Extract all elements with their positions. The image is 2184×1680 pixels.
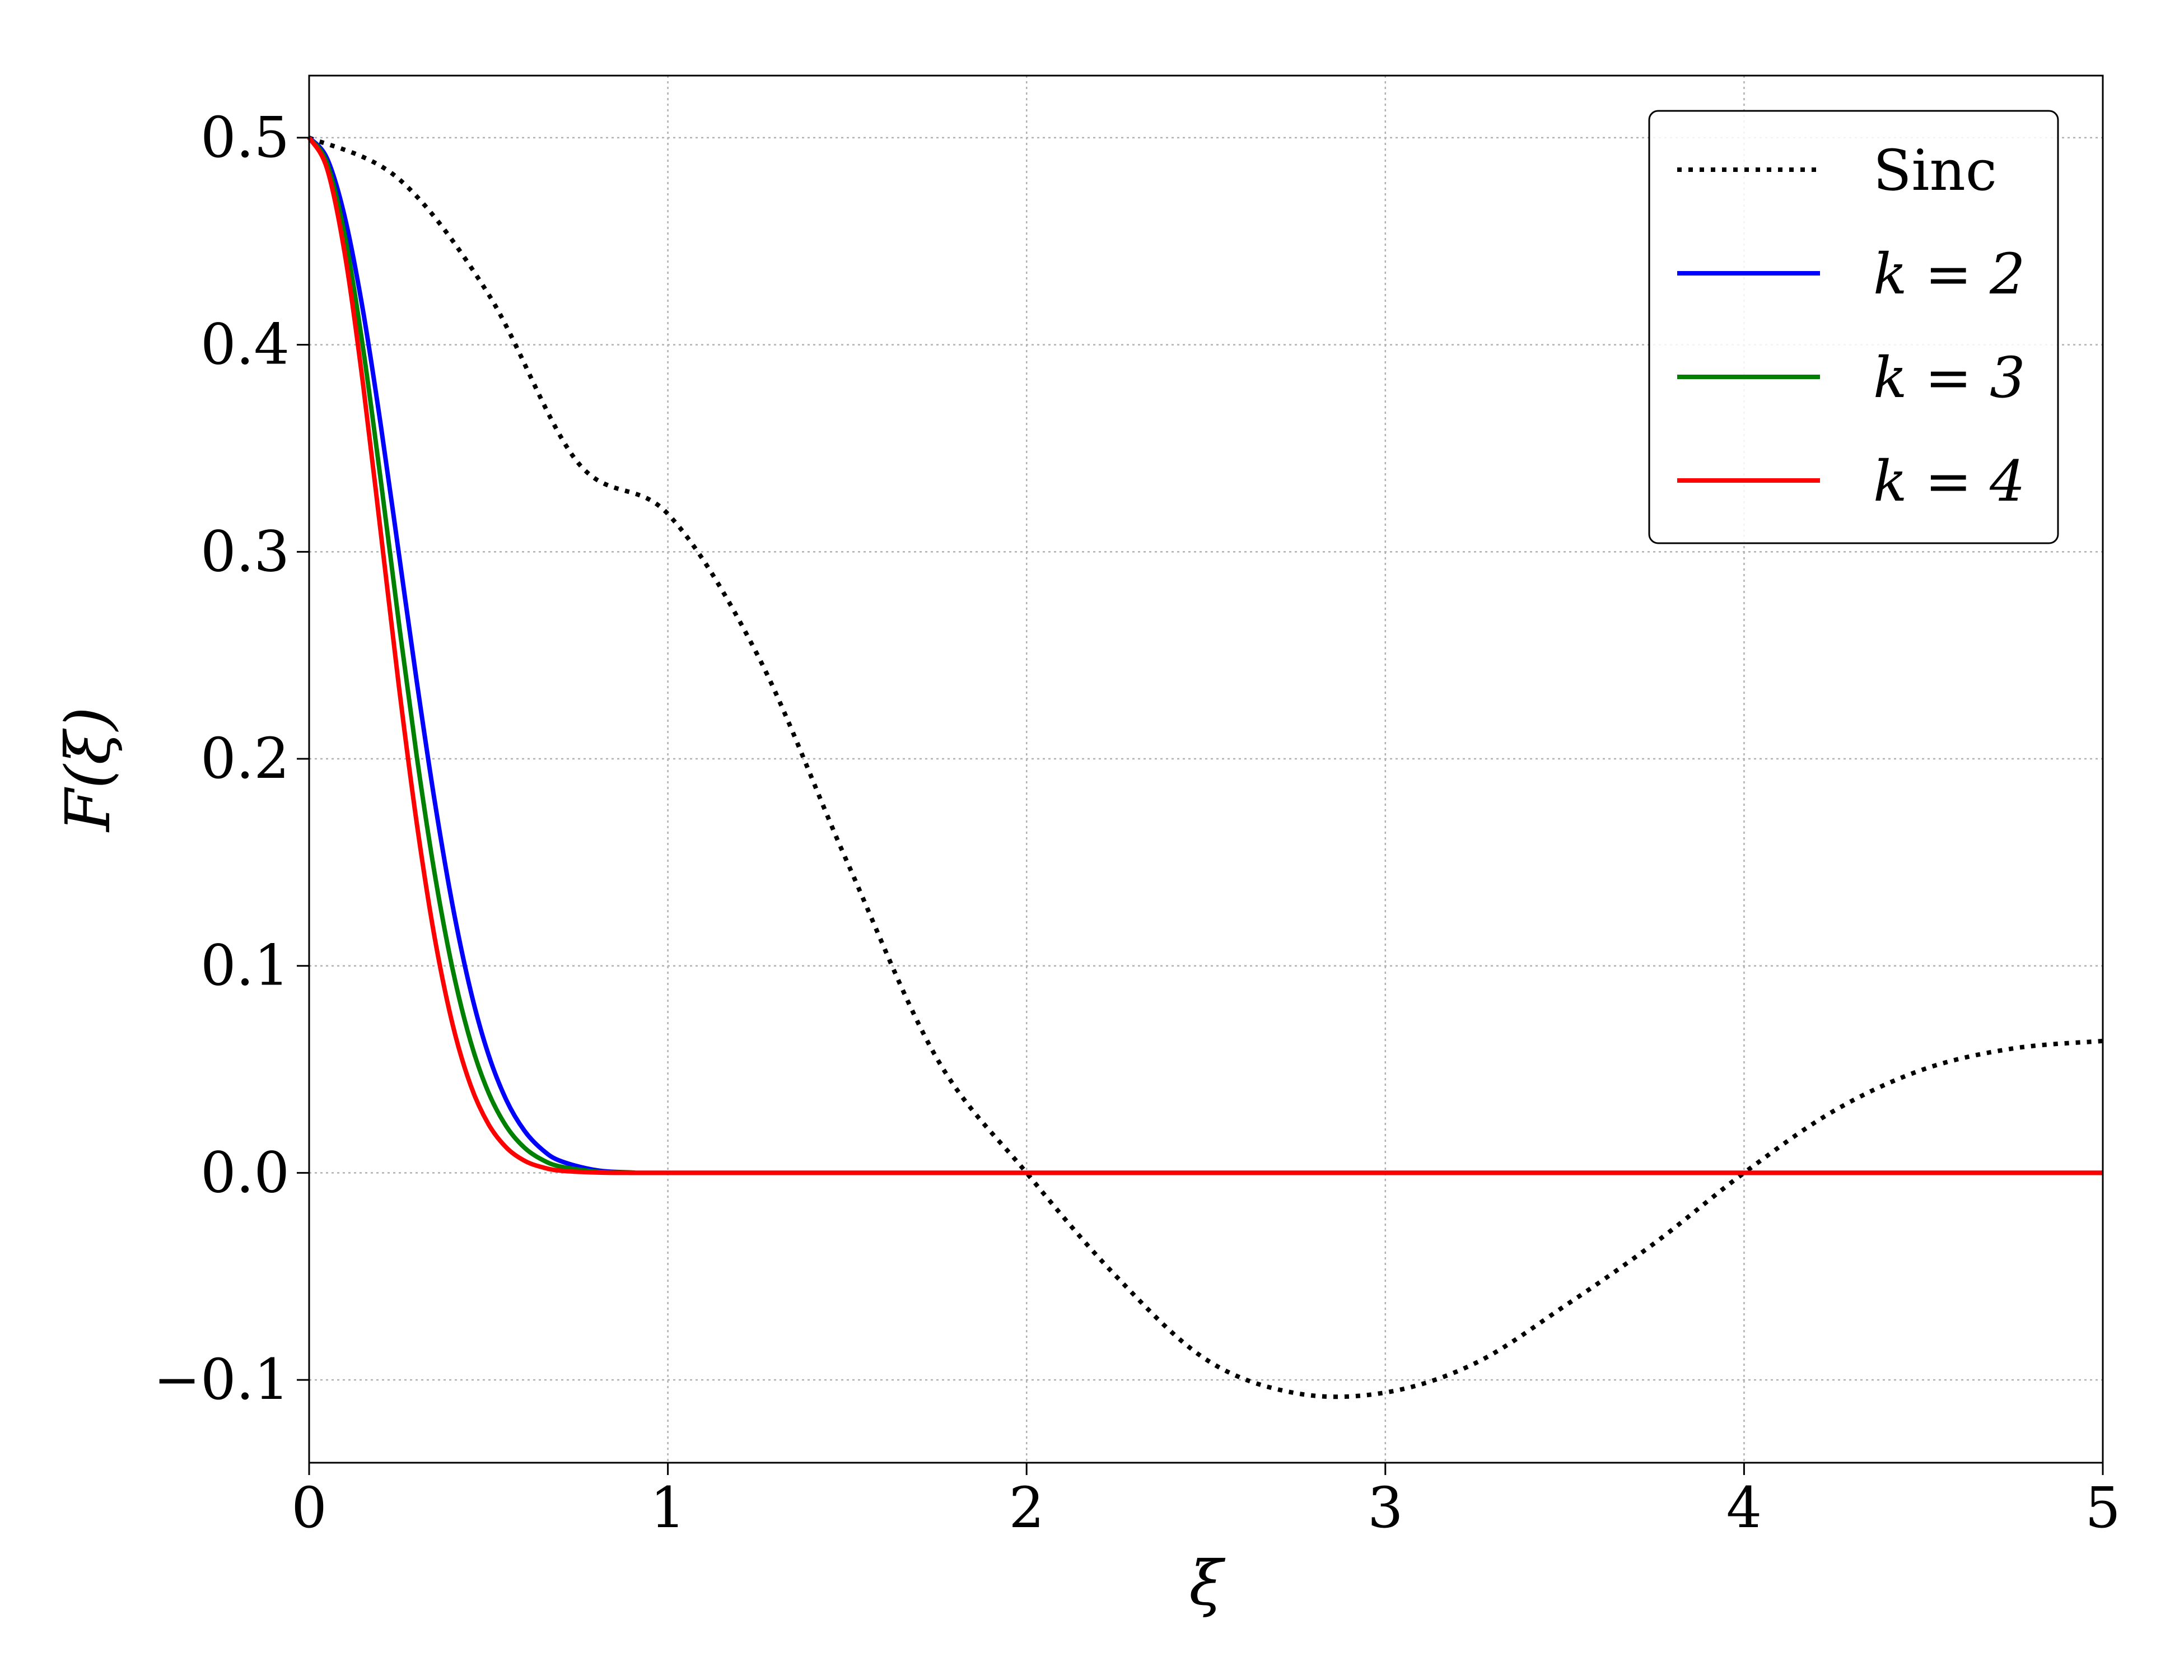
y-tick-label: 0.0 bbox=[200, 1140, 290, 1205]
legend: Sinc k = 2 k = 3 k = 4 bbox=[1648, 110, 2059, 544]
x-tick-label: 3 bbox=[1368, 1475, 1403, 1541]
y-tick-label: 0.3 bbox=[200, 519, 290, 584]
y-axis-label: F(ξ) bbox=[52, 707, 124, 833]
plot-frame bbox=[308, 74, 2104, 1464]
x-tick-label: 2 bbox=[1009, 1475, 1044, 1541]
legend-box bbox=[1648, 110, 2059, 544]
legend-label: k = 3 bbox=[1873, 345, 2026, 410]
y-tick-label: −0.1 bbox=[153, 1347, 290, 1412]
series-line-sinc bbox=[308, 136, 2103, 1399]
series-line-k-4 bbox=[307, 136, 2103, 1175]
plot-lines bbox=[307, 136, 2103, 1399]
y-tick-label: 0.2 bbox=[200, 726, 290, 791]
legend-label: Sinc bbox=[1873, 138, 1997, 203]
y-tick-label: 0.5 bbox=[200, 105, 290, 170]
x-tick-label: 1 bbox=[650, 1475, 686, 1541]
x-axis-label: ξ bbox=[1189, 1547, 1226, 1619]
legend-label: k = 4 bbox=[1873, 449, 2026, 514]
x-tick-label: 4 bbox=[1726, 1475, 1762, 1541]
y-tick-label: 0.4 bbox=[200, 312, 290, 377]
x-tick-label: 0 bbox=[291, 1475, 327, 1541]
x-tick-label: 5 bbox=[2085, 1475, 2121, 1541]
legend-label: k = 2 bbox=[1873, 241, 2026, 307]
axis-ticks: 0 1 2 3 4 5 −0.1 0.0 0.1 0.2 0.3 0.4 0.5 bbox=[153, 105, 2121, 1541]
y-tick-label: 0.1 bbox=[200, 933, 290, 998]
